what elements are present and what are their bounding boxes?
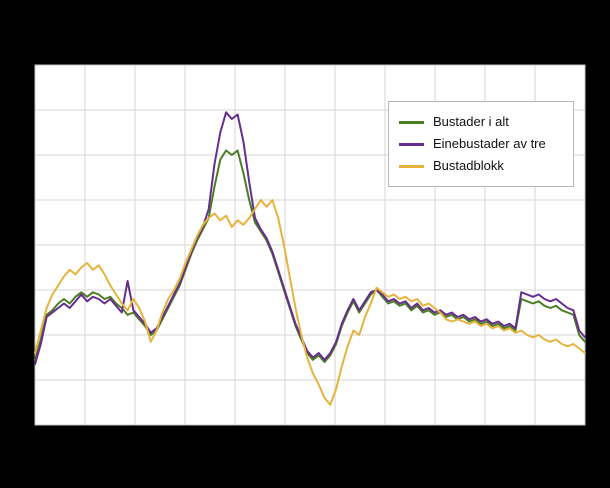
legend-item-einebustader-av-tre: Einebustader av tre (399, 133, 563, 155)
legend-line-swatch-purple (399, 142, 424, 146)
series-line-bustadblokk (34, 199, 586, 406)
legend-item-bustadblokk: Bustadblokk (399, 155, 563, 177)
legend-label: Einebustader av tre (433, 136, 546, 151)
legend-item-bustader-i-alt: Bustader i alt (399, 111, 563, 133)
legend-label: Bustadblokk (433, 158, 504, 173)
legend-label: Bustader i alt (433, 114, 509, 129)
series-line-bustader-i-alt (34, 149, 586, 363)
legend-line-swatch-green (399, 120, 424, 124)
legend-line-swatch-yellow (399, 164, 424, 168)
plot-border (34, 64, 586, 426)
legend: Bustader i alt Einebustader av tre Busta… (388, 101, 574, 187)
series-line-einebustader-av-tre (34, 111, 586, 366)
